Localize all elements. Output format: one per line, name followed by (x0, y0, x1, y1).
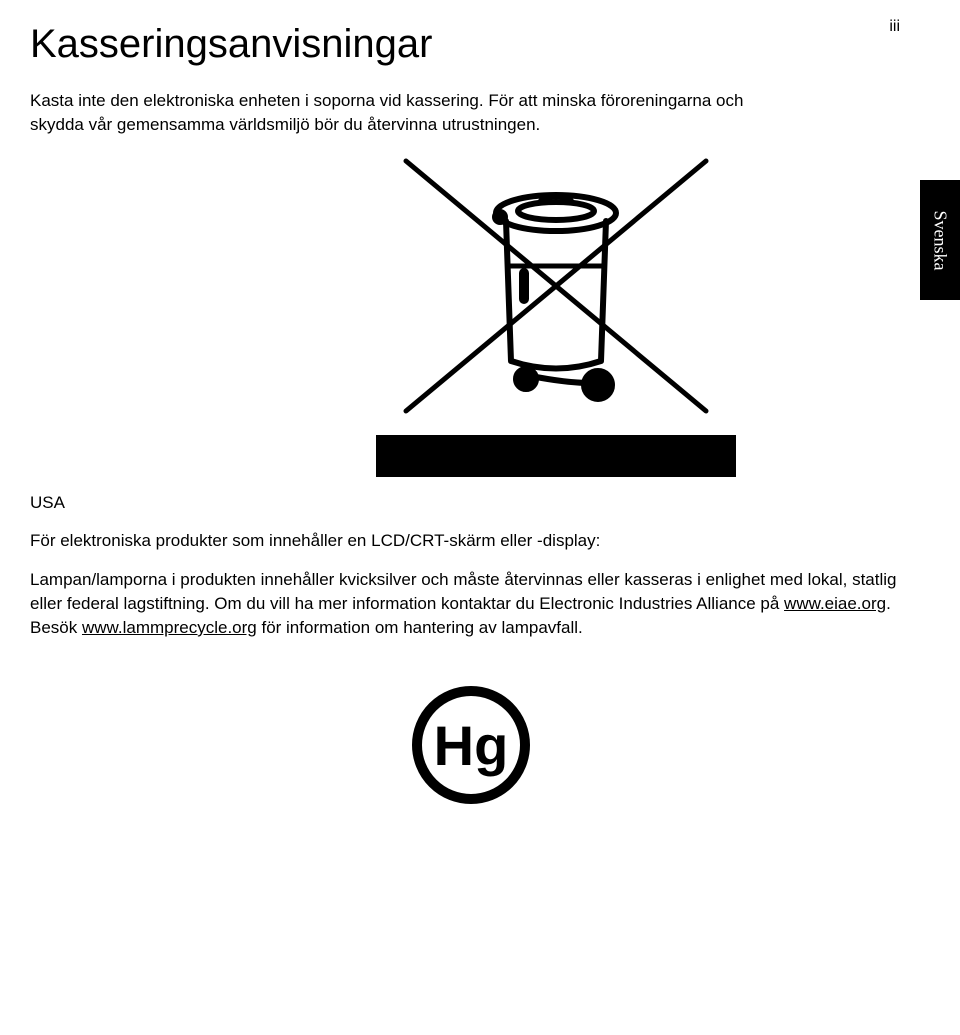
weee-symbol-block (200, 151, 912, 477)
eiae-link[interactable]: www.eiae.org (784, 594, 886, 613)
body-line-2-post: för information om hantering av lampavfa… (257, 618, 583, 637)
page-container: iii Kasseringsanvisningar Kasta inte den… (0, 0, 960, 1035)
crossed-bin-icon (376, 151, 736, 421)
intro-paragraph: Kasta inte den elektroniska enheten i so… (30, 89, 790, 137)
weee-black-bar (376, 435, 736, 477)
lamprecycle-link[interactable]: www.lammprecycle.org (82, 618, 257, 637)
language-tab: Svenska (920, 180, 960, 300)
hg-text: Hg (434, 714, 509, 777)
language-tab-label: Svenska (930, 210, 951, 270)
page-number: iii (889, 18, 900, 36)
hg-mercury-icon: Hg (406, 680, 536, 810)
body-line-2: Lampan/lamporna i produkten innehåller k… (30, 568, 910, 639)
country-header: USA (30, 493, 912, 513)
page-title: Kasseringsanvisningar (30, 22, 912, 67)
body-line-2-pre: Lampan/lamporna i produkten innehåller k… (30, 570, 897, 613)
hg-symbol-block: Hg (30, 680, 912, 815)
body-line-1: För elektroniska produkter som innehålle… (30, 529, 910, 553)
